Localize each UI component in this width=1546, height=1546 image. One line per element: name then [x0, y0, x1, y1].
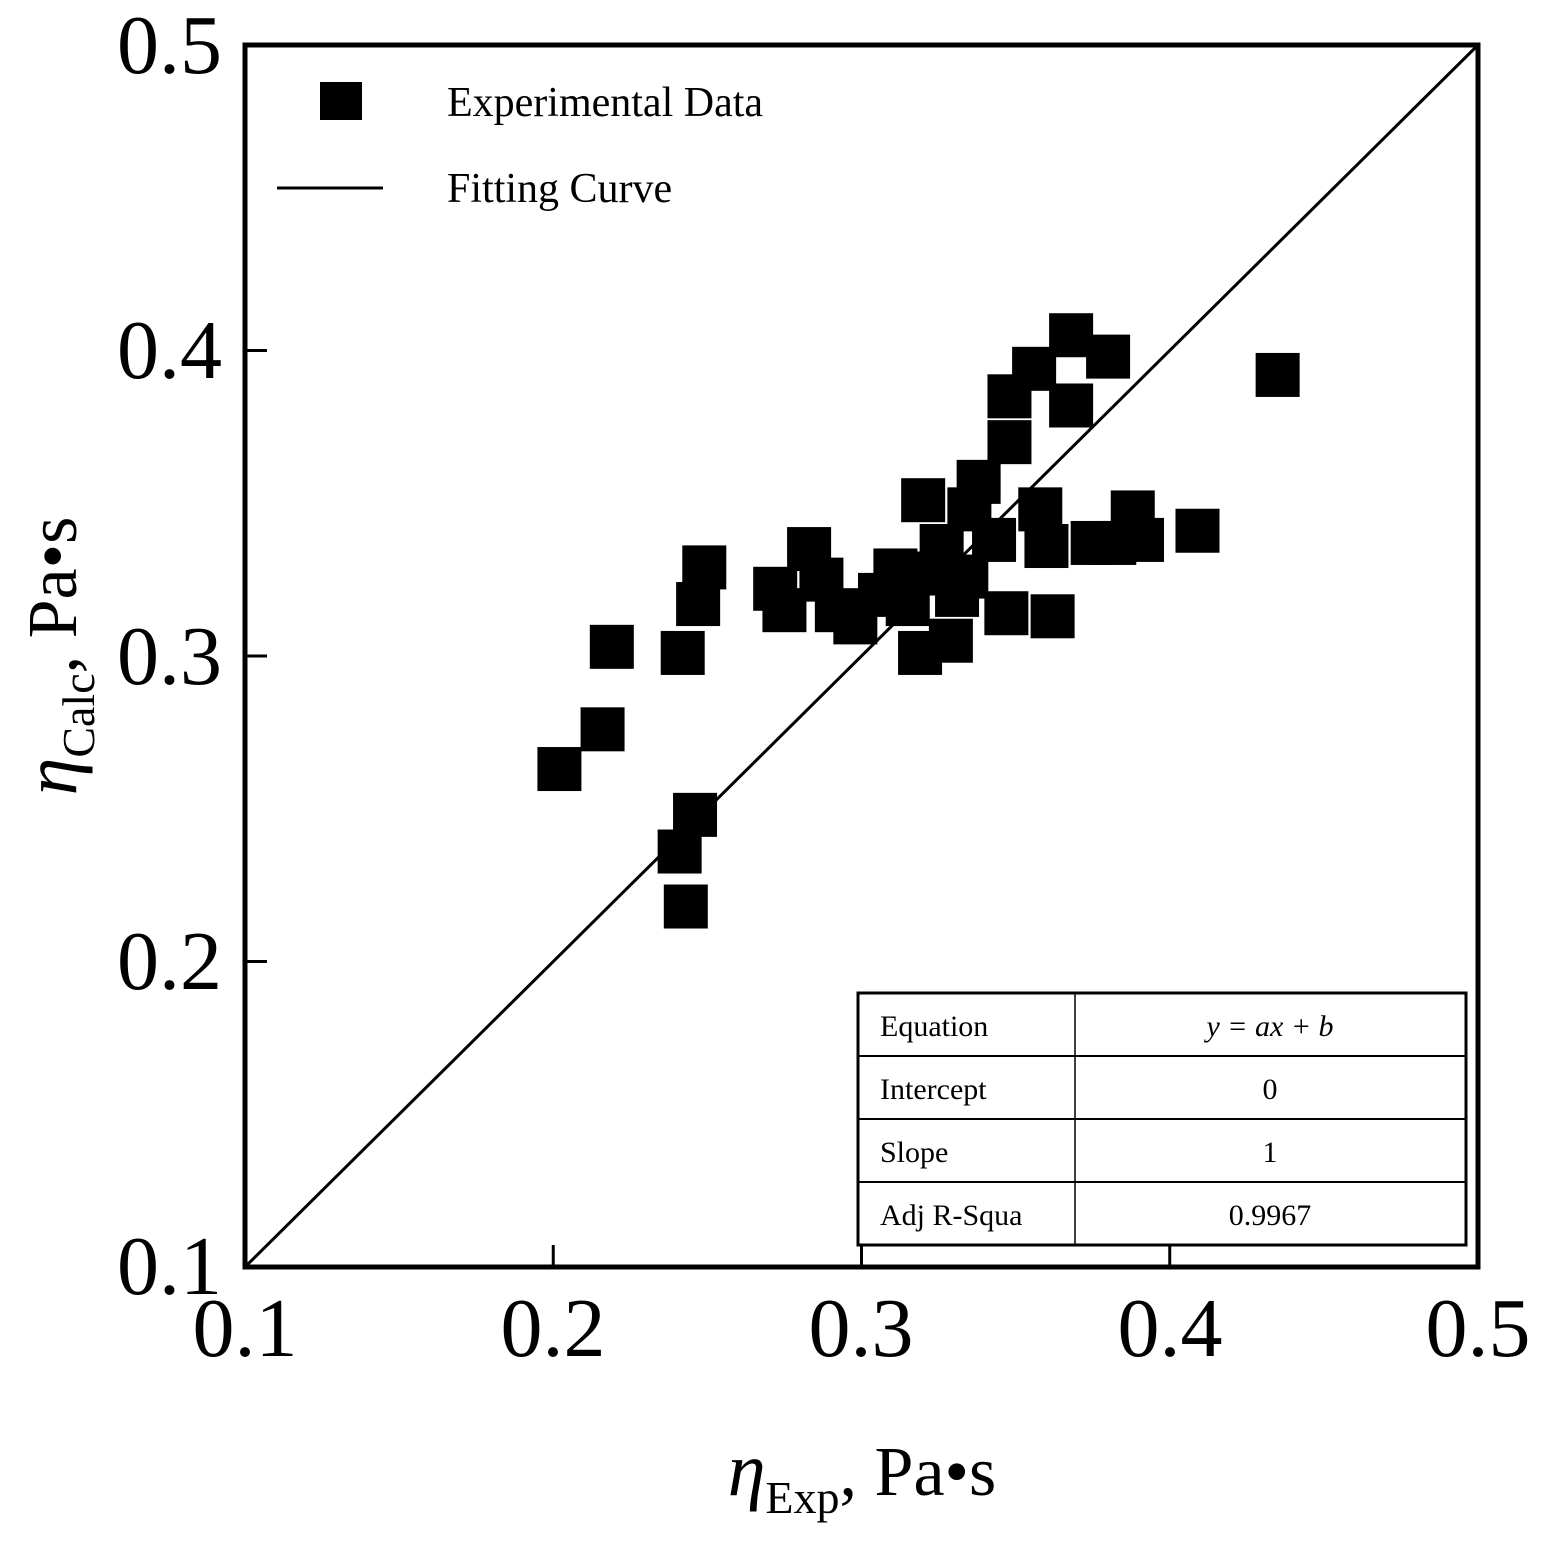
stats-label-equation: Equation [880, 1010, 988, 1043]
y-tick-labels: 0.1 0.2 0.3 0.4 0.5 [117, 0, 222, 1313]
data-point [657, 829, 702, 874]
stats-value-intercept: 0 [1263, 1073, 1278, 1106]
data-point [1049, 313, 1094, 358]
data-point [1049, 383, 1094, 428]
legend-label-fitting: Fitting Curve [447, 166, 672, 212]
y-axis-title-subscript: Calc [53, 673, 104, 757]
y-axis-title-unit: , Pa•s [15, 517, 92, 674]
x-tick-label: 0.5 [1426, 1282, 1531, 1375]
stats-label-adj-r-square: Adj R-Squa [880, 1199, 1023, 1232]
data-point [1175, 508, 1220, 553]
data-point [660, 630, 705, 675]
data-point [589, 624, 634, 669]
fitting-curve-line [243, 43, 1480, 1269]
data-point [1024, 524, 1069, 569]
data-point [537, 747, 582, 792]
y-axis-ticks [245, 43, 267, 1269]
data-point [1255, 352, 1300, 397]
data-point [1030, 594, 1075, 639]
y-tick-label: 0.2 [117, 915, 222, 1008]
data-point [762, 588, 807, 633]
experimental-data-points [537, 313, 1300, 929]
stats-label-intercept: Intercept [880, 1073, 987, 1106]
legend-marker-square [320, 82, 362, 120]
x-axis-title-subscript: Exp [765, 1472, 839, 1523]
data-point [663, 884, 708, 929]
y-axis-title-symbol: η [9, 758, 93, 796]
legend: Experimental Data Fitting Curve [277, 80, 763, 212]
data-point [1012, 346, 1057, 391]
stats-value-equation: y = ax + b [1203, 1010, 1333, 1043]
x-axis-title-symbol: η [728, 1428, 766, 1512]
x-tick-label: 0.2 [501, 1282, 606, 1375]
x-tick-labels: 0.1 0.2 0.3 0.4 0.5 [193, 1282, 1531, 1375]
x-axis-title: ηExp, Pa•s [728, 1428, 997, 1523]
stats-value-adj-r-square: 0.9967 [1229, 1199, 1312, 1232]
stats-table: Equation y = ax + b Intercept 0 Slope 1 … [856, 991, 1468, 1247]
x-tick-label: 0.4 [1118, 1282, 1223, 1375]
legend-label-experimental: Experimental Data [447, 80, 763, 126]
data-point [984, 591, 1029, 636]
y-tick-label: 0.5 [117, 0, 222, 92]
stats-label-slope: Slope [880, 1136, 948, 1169]
data-point [580, 707, 625, 752]
data-point [1086, 334, 1131, 379]
data-point [682, 545, 727, 590]
data-point [901, 478, 946, 523]
data-point [1120, 517, 1165, 562]
x-axis-title-unit: , Pa•s [840, 1434, 997, 1511]
y-axis-title: ηCalc, Pa•s [9, 517, 104, 796]
x-tick-label: 0.1 [193, 1282, 298, 1375]
y-tick-label: 0.3 [117, 610, 222, 703]
stats-value-slope: 1 [1263, 1136, 1278, 1169]
data-point [928, 618, 973, 663]
y-tick-label: 0.1 [117, 1220, 222, 1313]
data-point [956, 459, 1001, 504]
data-point [987, 420, 1032, 465]
x-tick-label: 0.3 [809, 1282, 914, 1375]
y-tick-label: 0.4 [117, 304, 222, 397]
x-axis-ticks [243, 1245, 1480, 1267]
data-point [972, 517, 1017, 562]
